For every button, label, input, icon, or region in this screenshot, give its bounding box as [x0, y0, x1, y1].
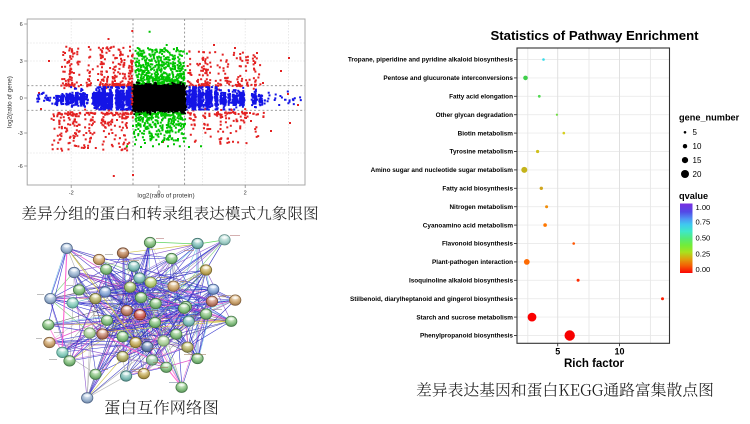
svg-text:0: 0	[157, 191, 160, 197]
svg-text:Isoquinoline alkaloid biosynth: Isoquinoline alkaloid biosynthesis	[409, 278, 513, 285]
svg-text:Stilbenoid, diarylheptanoid an: Stilbenoid, diarylheptanoid and gingerol…	[350, 296, 513, 303]
svg-text:2: 2	[244, 191, 247, 197]
svg-text:Fatty acid elongation: Fatty acid elongation	[449, 94, 513, 101]
svg-text:0.50: 0.50	[696, 234, 711, 243]
svg-text:-3: -3	[18, 131, 23, 137]
svg-text:15: 15	[693, 156, 702, 165]
svg-text:Rich factor: Rich factor	[564, 358, 625, 370]
svg-text:Plant-pathogen interaction: Plant-pathogen interaction	[432, 259, 513, 266]
svg-text:Starch and sucrose metabolism: Starch and sucrose metabolism	[416, 314, 513, 321]
svg-text:Pentose and glucuronate interc: Pentose and glucuronate interconversions	[383, 75, 513, 82]
svg-text:6: 6	[20, 22, 23, 28]
svg-text:0: 0	[20, 96, 23, 102]
svg-text:-2: -2	[69, 191, 74, 197]
svg-text:Tropane, piperidine and pyridi: Tropane, piperidine and pyridine alkaloi…	[348, 57, 514, 64]
svg-text:10: 10	[614, 347, 624, 357]
svg-text:log2(ratio of protein): log2(ratio of protein)	[137, 193, 194, 200]
svg-text:3: 3	[20, 59, 23, 65]
svg-text:Tyrosine metabolism: Tyrosine metabolism	[450, 149, 514, 156]
svg-text:Statistics of Pathway Enrichme: Statistics of Pathway Enrichment	[490, 28, 699, 43]
svg-text:5: 5	[693, 128, 698, 137]
svg-text:Fatty acid biosynthesis: Fatty acid biosynthesis	[442, 186, 513, 193]
svg-text:Phenylpropanoid biosynthesis: Phenylpropanoid biosynthesis	[420, 333, 513, 340]
svg-text:Amino sugar and nucleotide sug: Amino sugar and nucleotide sugar metabol…	[371, 167, 514, 174]
svg-text:10: 10	[693, 142, 702, 151]
svg-text:log2(ratio of gene): log2(ratio of gene)	[7, 76, 14, 128]
svg-text:1.00: 1.00	[696, 203, 711, 212]
svg-text:Cyanoamino acid metabolism: Cyanoamino acid metabolism	[423, 222, 514, 229]
svg-text:-6: -6	[18, 164, 23, 170]
svg-text:0.25: 0.25	[696, 249, 711, 258]
svg-text:Other glycan degradation: Other glycan degradation	[436, 112, 514, 119]
svg-text:0.00: 0.00	[696, 265, 711, 274]
svg-text:0.75: 0.75	[696, 218, 711, 227]
svg-text:gene_number: gene_number	[679, 113, 740, 123]
svg-text:Biotin metabolism: Biotin metabolism	[458, 130, 514, 137]
svg-text:5: 5	[555, 347, 560, 357]
svg-text:Flavonoid biosynthesis: Flavonoid biosynthesis	[442, 241, 513, 248]
svg-text:qvalue: qvalue	[679, 191, 708, 201]
svg-text:Nitrogen metabolism: Nitrogen metabolism	[449, 204, 513, 211]
svg-text:20: 20	[693, 170, 702, 179]
